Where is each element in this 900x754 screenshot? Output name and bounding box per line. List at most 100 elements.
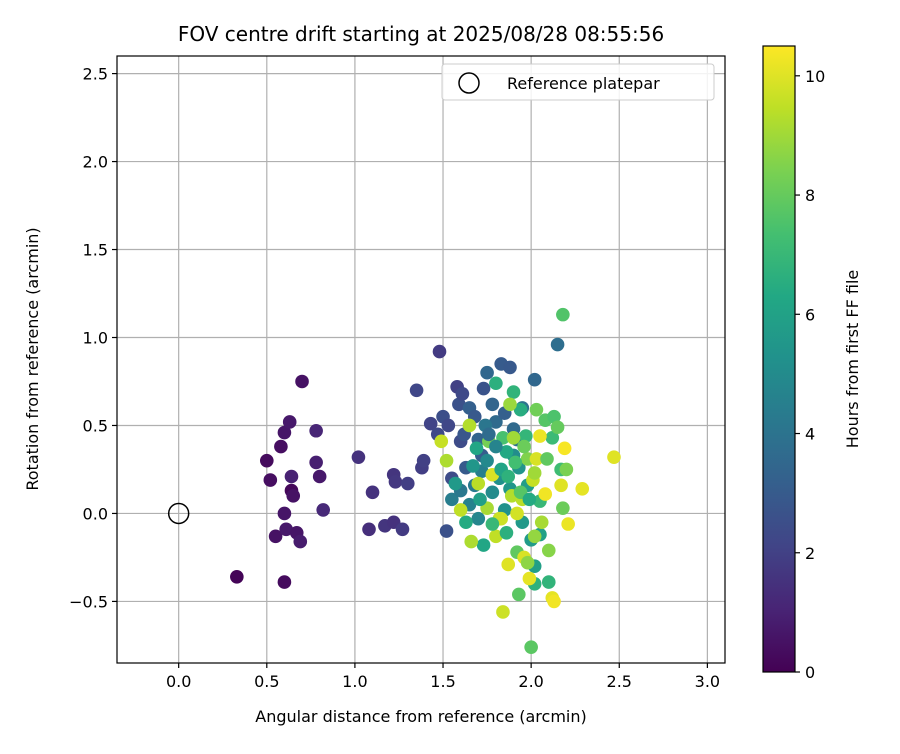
plot-frame bbox=[116, 55, 726, 664]
scatter-point bbox=[561, 517, 575, 531]
reference-platepar-marker bbox=[167, 502, 190, 525]
scatter-point bbox=[365, 485, 380, 500]
scatter-point bbox=[485, 397, 500, 412]
scatter-point bbox=[485, 517, 500, 531]
scatter-point bbox=[527, 466, 542, 480]
x-tick-label: 1.5 bbox=[430, 672, 455, 691]
y-tick-label: 0.5 bbox=[83, 416, 108, 435]
scatter-point bbox=[448, 476, 463, 491]
scatter-point bbox=[512, 587, 526, 602]
scatter-point bbox=[423, 416, 438, 431]
scatter-point bbox=[462, 418, 477, 433]
scatter-point bbox=[545, 430, 560, 445]
scatter-point bbox=[534, 515, 549, 530]
scatter-point bbox=[522, 492, 537, 507]
scatter-point bbox=[293, 534, 308, 549]
legend: Reference platepar bbox=[441, 63, 715, 101]
scatter-point bbox=[513, 402, 528, 417]
x-tick-label: 1.0 bbox=[342, 672, 367, 691]
scatter-point bbox=[473, 492, 487, 507]
scatter-point bbox=[499, 526, 514, 540]
scatter-point bbox=[550, 420, 565, 435]
scatter-point bbox=[439, 453, 454, 468]
scatter-point bbox=[522, 571, 537, 586]
scatter-point bbox=[485, 485, 500, 500]
scatter-point bbox=[469, 441, 484, 456]
scatter-point bbox=[575, 482, 590, 496]
scatter-point bbox=[279, 522, 293, 537]
scatter-point bbox=[453, 503, 468, 517]
y-tick-label: 2.0 bbox=[83, 153, 108, 172]
scatter-point bbox=[506, 385, 521, 399]
y-tick-label: 0.0 bbox=[83, 504, 108, 523]
scatter-point bbox=[554, 478, 568, 493]
scatter-point bbox=[496, 605, 510, 619]
scatter-point bbox=[263, 473, 278, 487]
scatter-point bbox=[309, 455, 323, 470]
scatter-point bbox=[455, 387, 470, 401]
scatter-point bbox=[312, 469, 327, 484]
scatter-point bbox=[529, 402, 544, 417]
scatter-point bbox=[400, 476, 415, 491]
scatter-point bbox=[476, 381, 491, 396]
scatter-point bbox=[362, 522, 376, 537]
grid-lines bbox=[117, 56, 725, 663]
plot-area: 0.0 0.5 1.0 1.5 2.0 2.5 3.0 −0.5 0.0 0.5 1.0 1.5 2.… bbox=[69, 55, 726, 691]
scatter-point bbox=[277, 575, 292, 589]
x-tick-label: 0.5 bbox=[254, 672, 279, 691]
scatter-point bbox=[541, 543, 556, 558]
scatter-point bbox=[480, 365, 494, 380]
x-tick-label: 2.5 bbox=[607, 672, 632, 691]
scatter-point bbox=[501, 557, 516, 572]
scatter-point bbox=[607, 450, 621, 464]
scatter-point bbox=[501, 469, 516, 484]
scatter-point bbox=[464, 534, 479, 549]
scatter-point bbox=[556, 307, 570, 322]
legend-open-circle-marker bbox=[458, 72, 480, 94]
scatter-point bbox=[540, 452, 554, 466]
scatter-point bbox=[489, 529, 503, 544]
scatter-point bbox=[471, 476, 486, 491]
y-tick-label: 1.5 bbox=[83, 241, 108, 260]
scatter-point bbox=[230, 569, 244, 584]
scatter-point bbox=[503, 397, 517, 412]
scatter-point bbox=[489, 376, 503, 391]
scatter-point bbox=[351, 450, 366, 464]
scatter-point bbox=[466, 459, 480, 473]
scatter-point bbox=[459, 515, 473, 530]
scatter-point bbox=[557, 441, 572, 456]
scatter-point bbox=[259, 453, 274, 468]
data-points bbox=[230, 307, 621, 654]
scatter-point bbox=[517, 439, 531, 454]
scatter-point bbox=[282, 415, 297, 429]
scatter-point bbox=[538, 487, 553, 501]
scatter-point bbox=[416, 453, 431, 468]
colorbar-tick-label: 10 bbox=[805, 67, 825, 86]
colorbar-tick-label: 0 bbox=[805, 663, 815, 682]
scatter-point bbox=[316, 503, 330, 517]
scatter-point bbox=[452, 397, 466, 412]
scatter-point bbox=[277, 425, 292, 440]
scatter-point bbox=[524, 640, 538, 654]
colorbar: 0 2 4 6 8 10 Hours from first FF file bbox=[762, 45, 862, 682]
scatter-point bbox=[508, 455, 523, 470]
scatter-point bbox=[547, 594, 561, 609]
scatter-point bbox=[529, 452, 544, 466]
legend-label-reference-platepar: Reference platepar bbox=[507, 74, 660, 93]
x-axis-ticks: 0.0 0.5 1.0 1.5 2.0 2.5 3.0 bbox=[166, 663, 720, 691]
colorbar-tick-label: 2 bbox=[805, 544, 815, 563]
y-axis-ticks: −0.5 0.0 0.5 1.0 1.5 2.0 2.5 bbox=[69, 65, 117, 611]
colorbar-frame bbox=[762, 45, 796, 673]
reference-marker-group bbox=[167, 502, 190, 525]
y-axis-label: Rotation from reference (arcmin) bbox=[23, 227, 42, 490]
chart-title: FOV centre drift starting at 2025/08/28 … bbox=[178, 22, 664, 46]
colorbar-ticks: 0 2 4 6 8 10 bbox=[795, 67, 825, 682]
scatter-point bbox=[520, 555, 535, 570]
scatter-point bbox=[395, 522, 410, 537]
scatter-point bbox=[550, 337, 565, 352]
scatter-point bbox=[441, 418, 456, 433]
scatter-point bbox=[519, 429, 533, 443]
scatter-point bbox=[309, 423, 323, 438]
y-tick-label: 2.5 bbox=[83, 65, 108, 84]
colorbar-tick-label: 8 bbox=[805, 186, 815, 205]
